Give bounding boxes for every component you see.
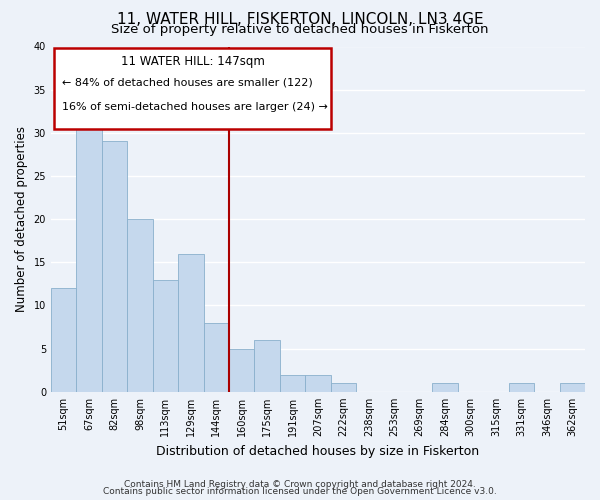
Text: Contains HM Land Registry data © Crown copyright and database right 2024.: Contains HM Land Registry data © Crown c…	[124, 480, 476, 489]
Bar	[102, 142, 127, 392]
Bar	[280, 374, 305, 392]
Text: 11, WATER HILL, FISKERTON, LINCOLN, LN3 4GE: 11, WATER HILL, FISKERTON, LINCOLN, LN3 …	[116, 12, 484, 28]
Bar	[509, 383, 534, 392]
Bar	[203, 322, 229, 392]
FancyBboxPatch shape	[53, 48, 331, 130]
Bar	[76, 124, 102, 392]
Bar	[433, 383, 458, 392]
Bar	[178, 254, 203, 392]
Bar	[127, 219, 152, 392]
Bar	[254, 340, 280, 392]
Bar	[229, 348, 254, 392]
X-axis label: Distribution of detached houses by size in Fiskerton: Distribution of detached houses by size …	[157, 444, 479, 458]
Bar	[305, 374, 331, 392]
Bar	[560, 383, 585, 392]
Text: 11 WATER HILL: 147sqm: 11 WATER HILL: 147sqm	[121, 55, 265, 68]
Text: ← 84% of detached houses are smaller (122): ← 84% of detached houses are smaller (12…	[62, 78, 313, 88]
Y-axis label: Number of detached properties: Number of detached properties	[15, 126, 28, 312]
Bar	[51, 288, 76, 392]
Bar	[331, 383, 356, 392]
Bar	[152, 280, 178, 392]
Text: 16% of semi-detached houses are larger (24) →: 16% of semi-detached houses are larger (…	[62, 102, 328, 112]
Text: Contains public sector information licensed under the Open Government Licence v3: Contains public sector information licen…	[103, 487, 497, 496]
Text: Size of property relative to detached houses in Fiskerton: Size of property relative to detached ho…	[111, 22, 489, 36]
